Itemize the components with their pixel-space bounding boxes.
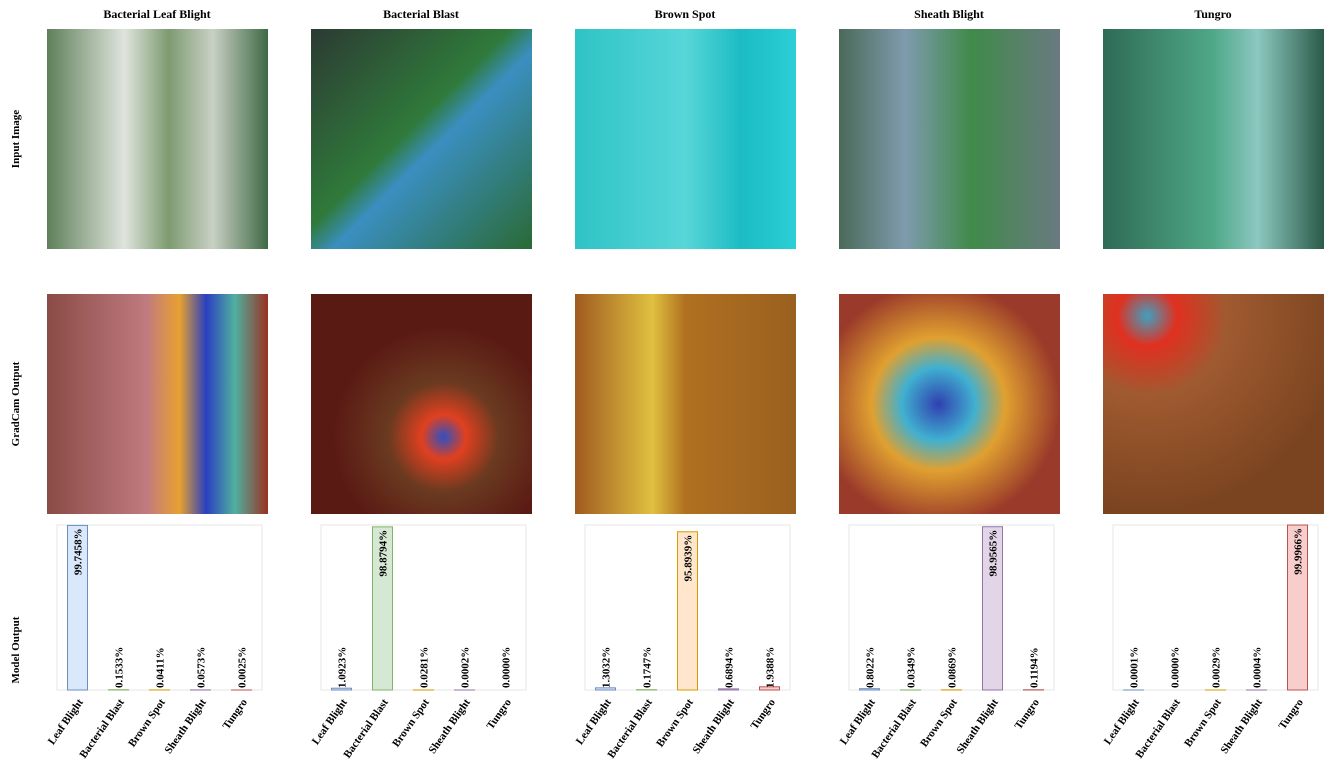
value-label: 98.9565% <box>988 530 1000 577</box>
value-label: 0.1747% <box>642 647 654 688</box>
bar <box>719 689 739 690</box>
value-label: 0.0000% <box>1170 647 1182 688</box>
gradcam-image <box>1103 294 1324 514</box>
x-tick-label: Tungro <box>748 696 778 731</box>
x-tick-label: Bacterial Blast <box>869 697 919 761</box>
value-label: 0.0349% <box>906 647 918 688</box>
row-label: Model Output <box>10 616 22 683</box>
x-tick-label: Brown Spot <box>918 697 960 750</box>
x-tick-label: Leaf Blight <box>46 697 86 747</box>
input-image <box>311 29 532 249</box>
x-tick-label: Brown Spot <box>390 697 432 750</box>
x-tick-label: Sheath Blight <box>162 697 209 756</box>
column-title: Tungro <box>1194 7 1231 21</box>
input-image <box>575 29 796 249</box>
input-image <box>47 29 268 249</box>
value-label: 0.0000% <box>501 647 513 688</box>
x-tick-label: Brown Spot <box>126 697 168 750</box>
value-label: 0.0029% <box>1211 647 1223 688</box>
input-image <box>1103 29 1324 249</box>
x-tick-label: Brown Spot <box>654 697 696 750</box>
value-label: 0.6894% <box>724 647 736 688</box>
x-tick-label: Sheath Blight <box>426 697 473 756</box>
x-tick-label: Bacterial Blast <box>341 697 391 761</box>
value-label: 0.0001% <box>1129 647 1141 688</box>
x-tick-label: Sheath Blight <box>1218 697 1265 756</box>
value-label: 95.8939% <box>683 535 695 582</box>
value-label: 0.1194% <box>1029 647 1041 688</box>
value-label: 0.0573% <box>196 647 208 688</box>
gradcam-image <box>311 294 532 514</box>
value-label: 1.0923% <box>337 647 349 688</box>
value-label: 0.0004% <box>1252 647 1264 688</box>
value-label: 0.1533% <box>114 647 126 688</box>
x-tick-label: Leaf Blight <box>574 697 614 747</box>
x-tick-label: Bacterial Blast <box>605 697 655 761</box>
value-label: 0.0281% <box>419 647 431 688</box>
x-tick-label: Bacterial Blast <box>77 697 127 761</box>
x-tick-label: Bacterial Blast <box>1133 697 1183 761</box>
value-label: 0.0869% <box>947 647 959 688</box>
x-tick-label: Sheath Blight <box>690 697 737 756</box>
gradcam-image <box>575 294 796 514</box>
value-label: 0.0411% <box>155 647 167 688</box>
row-label: Input Image <box>10 110 22 168</box>
value-label: 99.7458% <box>73 528 85 575</box>
x-tick-label: Leaf Blight <box>838 697 878 747</box>
row-label: GradCam Output <box>10 361 22 446</box>
x-tick-label: Brown Spot <box>1182 697 1224 750</box>
column-title: Bacterial Leaf Blight <box>103 7 210 21</box>
input-image <box>839 29 1060 249</box>
x-tick-label: Tungro <box>1276 696 1306 731</box>
value-label: 0.8022% <box>865 647 877 688</box>
x-tick-label: Tungro <box>484 696 514 731</box>
x-tick-label: Tungro <box>1012 696 1042 731</box>
column-title: Sheath Blight <box>914 7 984 21</box>
value-label: 99.9966% <box>1293 528 1305 575</box>
column-title: Bacterial Blast <box>383 7 459 21</box>
x-tick-label: Tungro <box>220 696 250 731</box>
value-label: 1.9388% <box>765 647 777 688</box>
column-title: Brown Spot <box>655 7 716 21</box>
value-label: 98.8794% <box>378 530 390 577</box>
gradcam-image <box>839 294 1060 514</box>
x-tick-label: Leaf Blight <box>310 697 350 747</box>
x-tick-label: Leaf Blight <box>1102 697 1142 747</box>
x-tick-label: Sheath Blight <box>954 697 1001 756</box>
figure: Input Image GradCam Output Model Output … <box>0 0 1329 777</box>
value-label: 0.0002% <box>460 647 472 688</box>
value-label: 1.3032% <box>601 647 613 688</box>
value-label: 0.0025% <box>237 647 249 688</box>
gradcam-image <box>47 294 268 514</box>
